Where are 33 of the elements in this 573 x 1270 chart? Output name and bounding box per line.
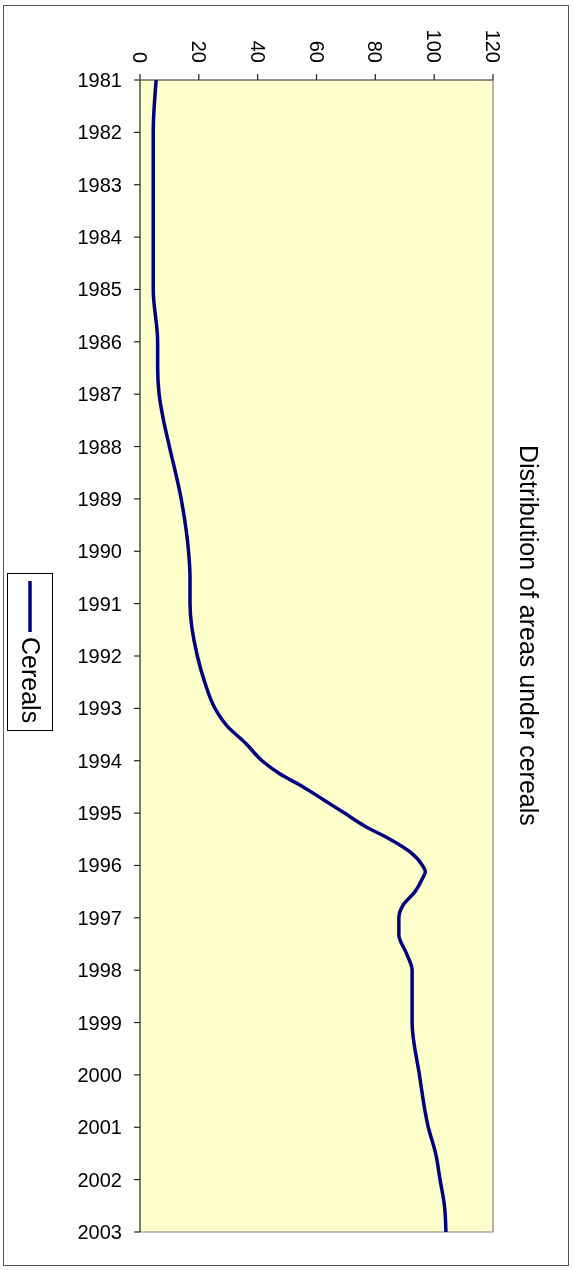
legend-label: Cereals (16, 637, 45, 724)
y-tick-label: 1992 (77, 645, 122, 667)
text: Distribution of areas under cereals (514, 445, 543, 826)
y-tick-label: 1996 (77, 854, 122, 877)
y-tick-label: 1993 (77, 697, 122, 720)
y-tick-label: 1988 (77, 435, 122, 458)
y-tick-label: 1995 (77, 802, 122, 825)
y-tick-label: 1985 (77, 278, 122, 301)
y-tick-label: 1997 (77, 906, 122, 929)
x-tick-label: 100 (423, 29, 446, 63)
y-tick-label: 1998 (77, 959, 122, 982)
y-tick-label: 1982 (77, 121, 122, 144)
y-tick-label: 1989 (77, 487, 122, 510)
y-tick-label: 2000 (77, 1063, 122, 1086)
line-series (151, 80, 448, 1232)
x-tick-label: 120 (482, 29, 504, 63)
y-tick-label: 1986 (77, 330, 122, 353)
y-tick-label: 1994 (77, 749, 122, 772)
x-tick-label: 40 (246, 40, 269, 63)
y-tick-label: 1984 (77, 226, 122, 249)
y-tick-label: 2002 (77, 1168, 122, 1191)
y-tick-label: 1991 (77, 592, 122, 615)
x-tick-label: 80 (364, 40, 387, 63)
y-tick-label: 2003 (77, 1221, 122, 1243)
y-tick-label: 1983 (77, 173, 122, 196)
y-tick-label: 1999 (77, 1011, 122, 1034)
x-tick-label: 60 (305, 40, 328, 63)
y-tick-label: 1987 (77, 383, 122, 406)
y-tick-label: 1990 (77, 540, 122, 563)
x-tick-label: 0 (129, 51, 151, 63)
x-tick-label: 20 (187, 40, 210, 63)
y-tick-label: 2001 (77, 1116, 122, 1139)
y-tick-label: 1981 (77, 69, 122, 91)
